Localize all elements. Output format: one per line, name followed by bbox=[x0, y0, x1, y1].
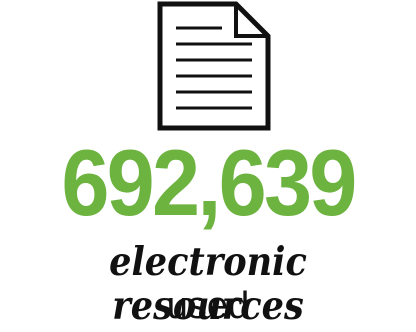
stat-value: 692,639 bbox=[61, 130, 357, 235]
document-icon bbox=[157, 1, 271, 131]
stat-label-script: electronic resources bbox=[109, 239, 307, 329]
stat-label-plain: used bbox=[166, 285, 250, 327]
